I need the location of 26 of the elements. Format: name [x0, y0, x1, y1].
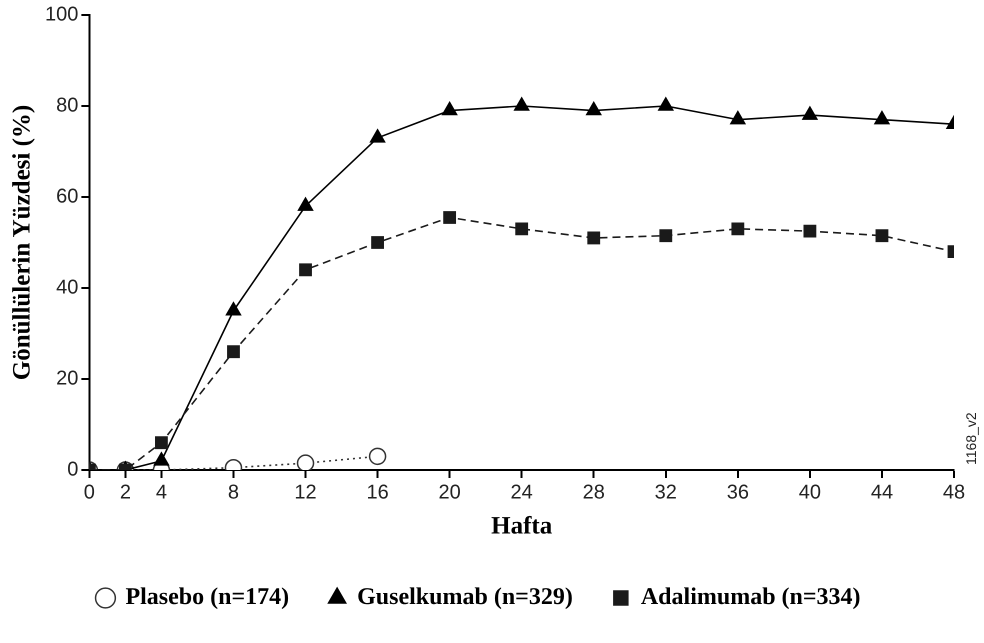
y-tick-label: 20 [56, 368, 78, 390]
x-tick-label: 8 [228, 482, 240, 504]
x-tick-label: 12 [294, 482, 317, 504]
y-tick-label: 100 [44, 4, 78, 26]
x-tick-label: 36 [726, 482, 749, 504]
x-tick-label: 44 [870, 482, 894, 504]
legend-label: Plasebo (n=174) [125, 584, 290, 610]
legend-label: Guselkumab (n=329) [357, 584, 573, 610]
x-tick-label: 28 [582, 482, 605, 504]
x-tick-label: 16 [366, 482, 389, 504]
x-tick-label: 24 [510, 482, 533, 504]
x-tick-label: 32 [654, 482, 677, 504]
x-tick-label: 0 [84, 482, 95, 504]
y-tick-label: 40 [56, 276, 78, 299]
x-tick-label: 2 [120, 482, 131, 504]
text: 1168_v2 [962, 412, 979, 465]
y-axis-title: Gönüllülerin Yüzdesi (%) [8, 104, 36, 380]
x-axis-title: Hafta [491, 512, 553, 540]
x-tick-label: 48 [942, 482, 966, 504]
legend-label: Adalimumab (n=334) [640, 584, 861, 610]
y-tick-label: 60 [56, 186, 78, 208]
x-tick-label: 20 [438, 482, 461, 504]
y-tick-label: 0 [67, 458, 78, 481]
x-tick-label: 4 [156, 482, 167, 504]
x-tick-label: 40 [798, 482, 822, 504]
y-tick-label: 80 [56, 94, 78, 117]
